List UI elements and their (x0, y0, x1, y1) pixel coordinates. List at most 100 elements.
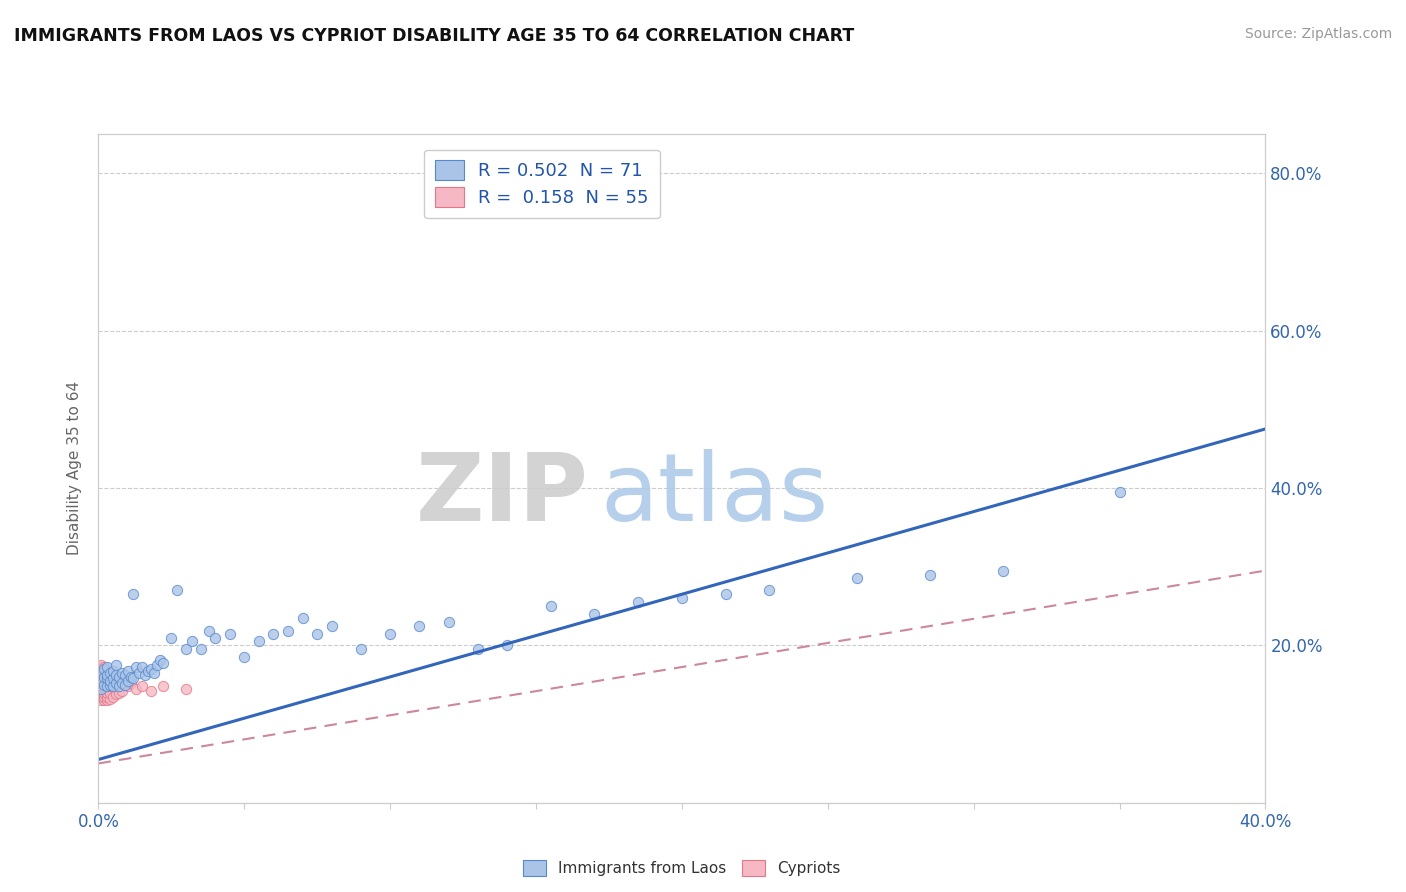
Point (96, 690, 118, 704)
Point (90, 658, 112, 673)
Point (96, 679, 118, 693)
Point (93, 693, 115, 707)
Point (101, 678, 124, 692)
Point (104, 676, 127, 690)
Point (152, 679, 174, 693)
Point (108, 679, 131, 693)
Point (991, 564, 1014, 578)
Point (160, 631, 183, 645)
Point (90, 690, 112, 704)
Point (262, 626, 284, 640)
Point (540, 599, 562, 613)
Point (467, 642, 489, 657)
Point (307, 626, 329, 640)
Point (98, 673, 121, 688)
Point (122, 587, 145, 601)
Text: IMMIGRANTS FROM LAOS VS CYPRIOT DISABILITY AGE 35 TO 64 CORRELATION CHART: IMMIGRANTS FROM LAOS VS CYPRIOT DISABILI… (14, 27, 855, 45)
Point (247, 634, 270, 648)
Point (180, 634, 202, 648)
Point (90, 676, 112, 690)
Point (93, 678, 115, 692)
Point (437, 615, 460, 629)
Point (321, 618, 343, 632)
Point (104, 668, 127, 682)
Point (408, 618, 430, 632)
Point (90, 681, 112, 696)
Point (90, 678, 112, 692)
Point (90, 673, 112, 688)
Point (104, 658, 127, 673)
Point (93, 670, 115, 684)
Legend: Immigrants from Laos, Cypriots: Immigrants from Laos, Cypriots (517, 854, 846, 882)
Point (111, 672, 134, 686)
Point (101, 679, 124, 693)
Point (101, 664, 124, 678)
Point (93, 664, 115, 678)
Point (96, 685, 118, 699)
Point (122, 672, 145, 686)
Point (583, 607, 606, 621)
Text: Source: ZipAtlas.com: Source: ZipAtlas.com (1244, 27, 1392, 41)
Point (174, 642, 197, 657)
Point (90, 678, 112, 692)
Point (918, 567, 941, 582)
Point (101, 690, 124, 704)
Point (96, 668, 118, 682)
Point (90, 664, 112, 678)
Point (90, 662, 112, 676)
Point (139, 662, 162, 676)
Point (146, 658, 169, 673)
Point (96, 673, 118, 688)
Point (111, 684, 134, 698)
Point (495, 639, 517, 653)
Point (98, 665, 121, 680)
Point (117, 664, 139, 678)
Point (131, 660, 153, 674)
Point (93, 678, 115, 692)
Point (125, 660, 148, 674)
Point (350, 642, 373, 657)
Point (277, 624, 299, 639)
Point (90, 668, 112, 682)
Point (111, 676, 134, 690)
Point (190, 642, 212, 657)
Point (120, 676, 142, 690)
Point (90, 681, 112, 696)
Point (198, 624, 221, 639)
Point (90, 681, 112, 696)
Point (117, 679, 139, 693)
Point (96, 693, 118, 707)
Point (120, 670, 142, 684)
Point (671, 591, 693, 606)
Point (136, 664, 159, 678)
Point (111, 665, 134, 680)
Point (627, 595, 650, 609)
Point (93, 660, 115, 674)
Y-axis label: Disability Age 35 to 64: Disability Age 35 to 64 (67, 381, 83, 556)
Point (134, 668, 156, 682)
Point (93, 685, 115, 699)
Point (93, 665, 115, 680)
Point (90, 670, 112, 684)
Point (90, 665, 112, 680)
Point (128, 665, 150, 680)
Point (101, 672, 124, 686)
Point (104, 687, 127, 701)
Point (98, 665, 121, 680)
Point (93, 662, 115, 676)
Point (114, 678, 136, 692)
Point (114, 668, 136, 682)
Point (96, 672, 118, 686)
Text: ZIP: ZIP (416, 449, 589, 541)
Point (93, 670, 115, 684)
Point (378, 626, 402, 640)
Point (96, 679, 118, 693)
Point (98, 692, 121, 706)
Point (291, 611, 314, 625)
Point (108, 670, 131, 684)
Point (90, 660, 112, 674)
Point (90, 673, 112, 688)
Point (90, 693, 112, 707)
Point (117, 673, 139, 688)
Point (152, 656, 174, 670)
